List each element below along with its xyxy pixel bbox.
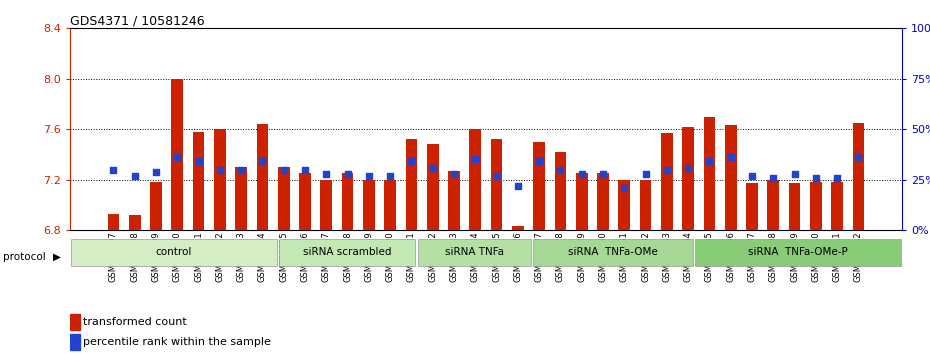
Point bbox=[702, 159, 717, 164]
Bar bbox=[746, 183, 758, 230]
Point bbox=[765, 175, 780, 181]
Bar bbox=[193, 132, 205, 230]
Bar bbox=[853, 123, 864, 230]
Point bbox=[106, 167, 121, 172]
Bar bbox=[278, 167, 289, 230]
Bar bbox=[214, 129, 226, 230]
Point bbox=[340, 171, 355, 176]
Bar bbox=[640, 179, 651, 230]
Point bbox=[127, 173, 142, 178]
FancyBboxPatch shape bbox=[695, 239, 901, 266]
Bar bbox=[554, 152, 566, 230]
Text: protocol: protocol bbox=[3, 252, 46, 262]
FancyBboxPatch shape bbox=[279, 239, 416, 266]
Bar bbox=[448, 171, 459, 230]
Point bbox=[511, 183, 525, 189]
Text: control: control bbox=[155, 247, 192, 257]
Point bbox=[383, 173, 398, 178]
Point bbox=[638, 171, 653, 176]
Point bbox=[233, 167, 248, 172]
Bar bbox=[70, 334, 80, 350]
FancyBboxPatch shape bbox=[418, 239, 531, 266]
Point bbox=[468, 157, 483, 162]
Bar bbox=[257, 124, 268, 230]
Bar bbox=[470, 129, 481, 230]
Bar bbox=[724, 125, 737, 230]
Point bbox=[595, 171, 610, 176]
Point bbox=[617, 185, 631, 190]
Point bbox=[192, 159, 206, 164]
Bar bbox=[363, 179, 375, 230]
Point bbox=[404, 159, 418, 164]
Text: percentile rank within the sample: percentile rank within the sample bbox=[83, 337, 271, 347]
Point bbox=[149, 169, 164, 175]
Point bbox=[362, 173, 377, 178]
Text: transformed count: transformed count bbox=[83, 317, 187, 327]
Point bbox=[724, 155, 738, 160]
Point bbox=[808, 175, 823, 181]
Bar bbox=[235, 167, 247, 230]
Bar bbox=[341, 173, 353, 230]
Point bbox=[489, 173, 504, 178]
Point bbox=[787, 171, 802, 176]
Point bbox=[170, 155, 185, 160]
Bar bbox=[321, 179, 332, 230]
Bar bbox=[704, 116, 715, 230]
Point bbox=[298, 167, 312, 172]
Bar bbox=[150, 182, 162, 230]
Bar bbox=[171, 79, 183, 230]
Bar bbox=[384, 179, 396, 230]
Point bbox=[425, 165, 440, 170]
Bar bbox=[533, 142, 545, 230]
Text: ▶: ▶ bbox=[53, 252, 61, 262]
Bar bbox=[70, 314, 80, 330]
Text: siRNA  TNFa-OMe: siRNA TNFa-OMe bbox=[568, 247, 658, 257]
Point bbox=[212, 167, 227, 172]
Bar bbox=[810, 182, 822, 230]
Bar bbox=[576, 173, 588, 230]
Point bbox=[319, 171, 334, 176]
Text: siRNA scrambled: siRNA scrambled bbox=[303, 247, 392, 257]
Point bbox=[276, 167, 291, 172]
Bar bbox=[767, 179, 779, 230]
Bar bbox=[661, 133, 672, 230]
Bar bbox=[427, 144, 439, 230]
Point bbox=[532, 159, 547, 164]
Bar bbox=[512, 226, 524, 230]
Bar bbox=[108, 214, 119, 230]
Point bbox=[745, 173, 760, 178]
Text: siRNA TNFa: siRNA TNFa bbox=[445, 247, 504, 257]
Point bbox=[255, 159, 270, 164]
Point bbox=[681, 165, 696, 170]
Bar bbox=[299, 173, 311, 230]
Point bbox=[574, 171, 589, 176]
Bar bbox=[129, 215, 140, 230]
FancyBboxPatch shape bbox=[533, 239, 693, 266]
Text: siRNA  TNFa-OMe-P: siRNA TNFa-OMe-P bbox=[748, 247, 848, 257]
Point bbox=[830, 175, 844, 181]
Point bbox=[553, 167, 568, 172]
Bar bbox=[831, 182, 843, 230]
Point bbox=[659, 167, 674, 172]
Bar bbox=[618, 179, 631, 230]
Text: GDS4371 / 10581246: GDS4371 / 10581246 bbox=[70, 14, 205, 27]
Bar bbox=[491, 139, 502, 230]
Bar bbox=[597, 173, 609, 230]
Point bbox=[446, 171, 461, 176]
FancyBboxPatch shape bbox=[71, 239, 277, 266]
Point bbox=[851, 155, 866, 160]
Bar bbox=[405, 139, 418, 230]
Bar bbox=[789, 183, 801, 230]
Bar bbox=[683, 127, 694, 230]
